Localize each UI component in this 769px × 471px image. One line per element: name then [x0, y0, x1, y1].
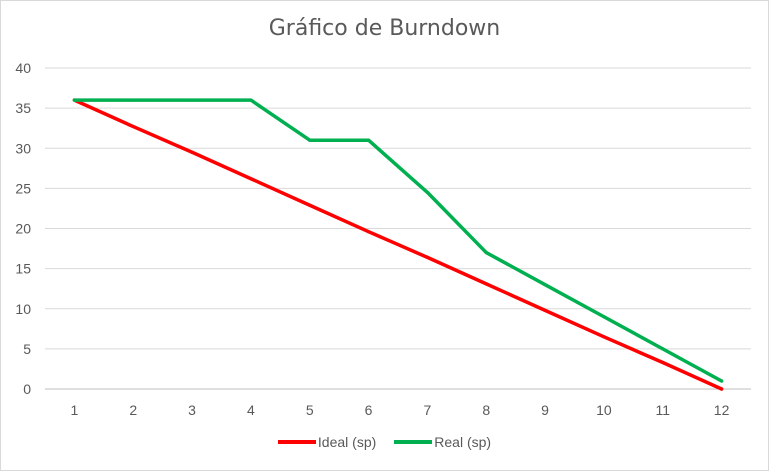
y-tick-label-10: 10: [15, 301, 31, 317]
data-point-real-2: [131, 98, 135, 102]
data-point-ideal-4: [249, 177, 253, 181]
y-tick-label-35: 35: [15, 100, 31, 116]
legend-item-ideal: Ideal (sp): [277, 434, 377, 450]
x-tick-label-12: 12: [714, 402, 730, 418]
data-point-real-3: [190, 98, 194, 102]
y-tick-label-30: 30: [15, 140, 31, 156]
x-tick-label-1: 1: [71, 402, 79, 418]
data-point-ideal-6: [366, 230, 371, 234]
legend-swatch-real: [394, 440, 433, 444]
x-tick-label-10: 10: [596, 402, 612, 418]
legend-label-real: Real (sp): [434, 434, 492, 450]
data-point-ideal-12: [719, 387, 724, 391]
data-point-real-12: [719, 379, 724, 383]
series-line-ideal: [72, 98, 724, 391]
y-tick-label-40: 40: [15, 60, 31, 76]
x-tick-label-3: 3: [188, 402, 196, 418]
y-tick-label-5: 5: [23, 341, 31, 357]
data-point-real-7: [425, 190, 430, 194]
data-point-ideal-5: [308, 203, 312, 207]
y-tick-label-15: 15: [15, 261, 31, 277]
data-point-real-1: [72, 98, 77, 102]
data-point-ideal-8: [484, 282, 488, 286]
data-point-ideal-9: [543, 308, 547, 312]
data-point-real-9: [543, 283, 547, 287]
x-tick-label-6: 6: [365, 402, 373, 418]
data-point-real-8: [484, 250, 488, 255]
data-point-ideal-10: [602, 335, 606, 339]
data-point-real-4: [249, 98, 253, 102]
series-line-real: [72, 98, 724, 383]
y-tick-label-20: 20: [15, 221, 31, 237]
data-point-ideal-3: [190, 150, 194, 154]
data-point-ideal-2: [131, 124, 135, 129]
data-point-real-11: [661, 347, 665, 351]
x-tick-label-9: 9: [541, 402, 549, 418]
x-tick-label-11: 11: [655, 402, 670, 418]
y-tick-label-25: 25: [15, 180, 31, 196]
chart-title: Gráfico de Burndown: [268, 16, 501, 41]
legend-item-real: Real (sp): [394, 434, 491, 450]
x-tick-label-5: 5: [306, 402, 314, 418]
data-point-real-10: [602, 315, 606, 319]
chart-legend: Ideal (sp) Real (sp): [1, 434, 768, 450]
y-tick-label-0: 0: [23, 381, 31, 397]
data-point-real-6: [366, 138, 371, 142]
x-tick-label-4: 4: [247, 402, 255, 418]
x-tick-label-8: 8: [482, 402, 490, 418]
data-point-ideal-11: [661, 360, 665, 365]
legend-swatch-ideal: [277, 440, 316, 444]
x-tick-label-7: 7: [424, 402, 432, 418]
data-point-real-5: [308, 138, 312, 142]
data-point-ideal-7: [425, 255, 430, 259]
x-tick-label-2: 2: [129, 402, 137, 418]
legend-label-ideal: Ideal (sp): [317, 434, 377, 450]
